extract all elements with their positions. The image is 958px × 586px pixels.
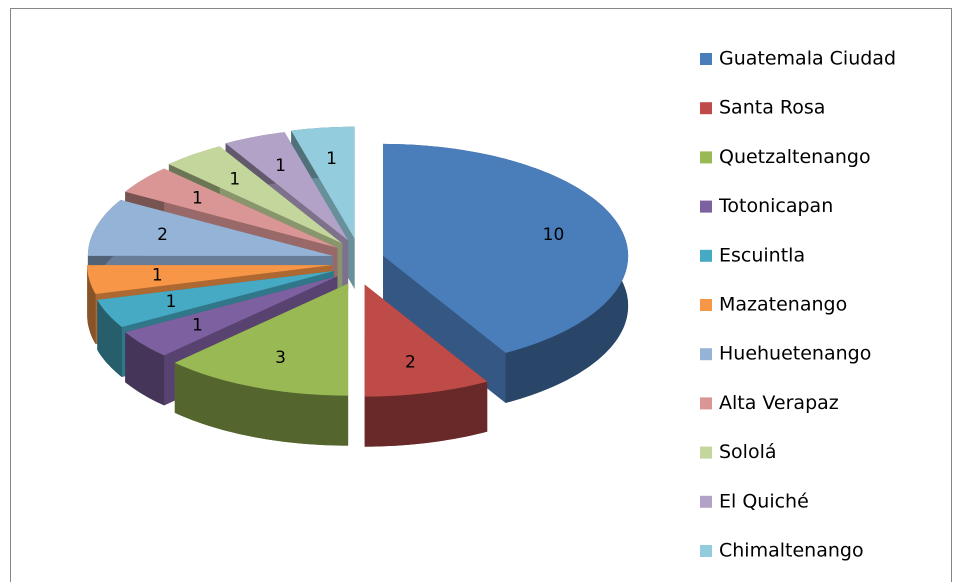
slice: [225, 132, 349, 241]
legend-label: Quetzaltenango: [719, 146, 871, 168]
data-label: 2: [157, 225, 168, 245]
slice: [87, 265, 333, 294]
legend-label: Escuintla: [719, 244, 805, 266]
data-label: 1: [326, 149, 337, 169]
slice: [174, 283, 349, 396]
legend-swatch: [700, 200, 712, 213]
data-label: 1: [152, 266, 163, 286]
slice-wall: [125, 276, 338, 383]
legend-swatch: [700, 53, 712, 65]
slice: [168, 146, 343, 244]
legend-label: Guatemala Ciudad: [719, 48, 896, 70]
slice-outer: [364, 381, 488, 447]
data-label: 1: [192, 315, 203, 335]
legend-swatch: [700, 348, 712, 361]
data-label: 2: [405, 352, 416, 372]
legend-swatch: [700, 102, 712, 115]
legend-swatch: [700, 397, 712, 410]
legend-label: Chimaltenango: [719, 540, 864, 562]
legend-label: Totonicapan: [718, 195, 833, 217]
data-label: 1: [229, 169, 240, 189]
slice: [125, 276, 338, 356]
data-label: 1: [192, 189, 203, 209]
slice: [364, 284, 488, 397]
legend-swatch: [700, 446, 712, 459]
legend-swatch: [700, 545, 712, 557]
slice: [383, 143, 629, 353]
slice-outer: [174, 362, 349, 446]
legend-swatch: [700, 249, 712, 262]
slice: [125, 168, 338, 248]
data-label: 3: [275, 348, 286, 368]
data-label: 1: [275, 156, 286, 176]
data-label: 10: [543, 225, 565, 245]
legend-swatch: [700, 299, 712, 311]
legend-label: Santa Rosa: [719, 97, 825, 119]
legend-label: Huehuetenango: [719, 343, 871, 365]
legend-label: El Quiché: [719, 490, 809, 512]
legend-swatch: [700, 151, 712, 164]
legend-label: Alta Verapaz: [719, 392, 839, 414]
pie-tops: [87, 126, 629, 397]
slice-outer: [125, 332, 165, 406]
legend-label: Mazatenango: [719, 294, 847, 316]
slice-wall: [383, 255, 506, 403]
data-label: 1: [166, 292, 177, 312]
slice-outer: [87, 265, 96, 344]
slice: [291, 126, 355, 239]
legend-swatch: [700, 495, 712, 508]
slice: [97, 271, 334, 327]
slice-outer: [97, 299, 122, 377]
slice: [87, 199, 333, 256]
legend-label: Sololá: [719, 441, 777, 463]
